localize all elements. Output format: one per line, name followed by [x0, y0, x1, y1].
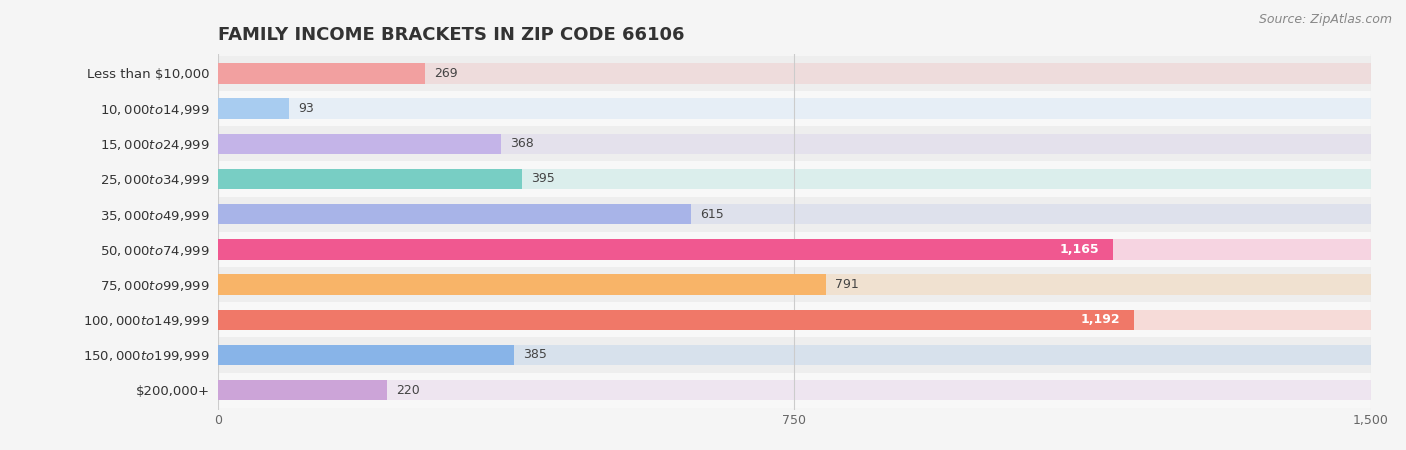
- Bar: [218, 380, 387, 400]
- Text: 220: 220: [396, 384, 420, 396]
- Bar: [218, 310, 1135, 330]
- Bar: [218, 345, 513, 365]
- Bar: [218, 134, 501, 154]
- Bar: [218, 99, 290, 119]
- Bar: [218, 310, 1371, 330]
- Bar: [218, 204, 1371, 225]
- Bar: [218, 99, 1371, 119]
- Bar: [218, 274, 825, 295]
- Text: 93: 93: [298, 102, 315, 115]
- Bar: [218, 56, 1371, 91]
- Bar: [218, 63, 1371, 84]
- Text: 269: 269: [434, 67, 457, 80]
- Bar: [218, 169, 522, 189]
- Bar: [218, 345, 1371, 365]
- Text: 615: 615: [700, 207, 724, 220]
- Bar: [218, 204, 690, 225]
- Bar: [218, 267, 1371, 302]
- Bar: [218, 126, 1371, 162]
- Text: 791: 791: [835, 278, 859, 291]
- Bar: [218, 197, 1371, 232]
- Text: 368: 368: [510, 137, 534, 150]
- Text: Source: ZipAtlas.com: Source: ZipAtlas.com: [1258, 14, 1392, 27]
- Bar: [218, 373, 1371, 408]
- Bar: [218, 63, 425, 84]
- Bar: [218, 239, 1114, 260]
- Text: 1,165: 1,165: [1060, 243, 1099, 256]
- Bar: [218, 380, 1371, 400]
- Bar: [218, 169, 1371, 189]
- Bar: [218, 134, 1371, 154]
- Text: FAMILY INCOME BRACKETS IN ZIP CODE 66106: FAMILY INCOME BRACKETS IN ZIP CODE 66106: [218, 26, 685, 44]
- Bar: [218, 302, 1371, 338]
- Bar: [218, 338, 1371, 373]
- Bar: [218, 91, 1371, 126]
- Text: 385: 385: [523, 348, 547, 361]
- Bar: [218, 232, 1371, 267]
- Bar: [218, 274, 1371, 295]
- Bar: [218, 162, 1371, 197]
- Bar: [218, 239, 1371, 260]
- Text: 1,192: 1,192: [1081, 313, 1121, 326]
- Text: 395: 395: [530, 172, 554, 185]
